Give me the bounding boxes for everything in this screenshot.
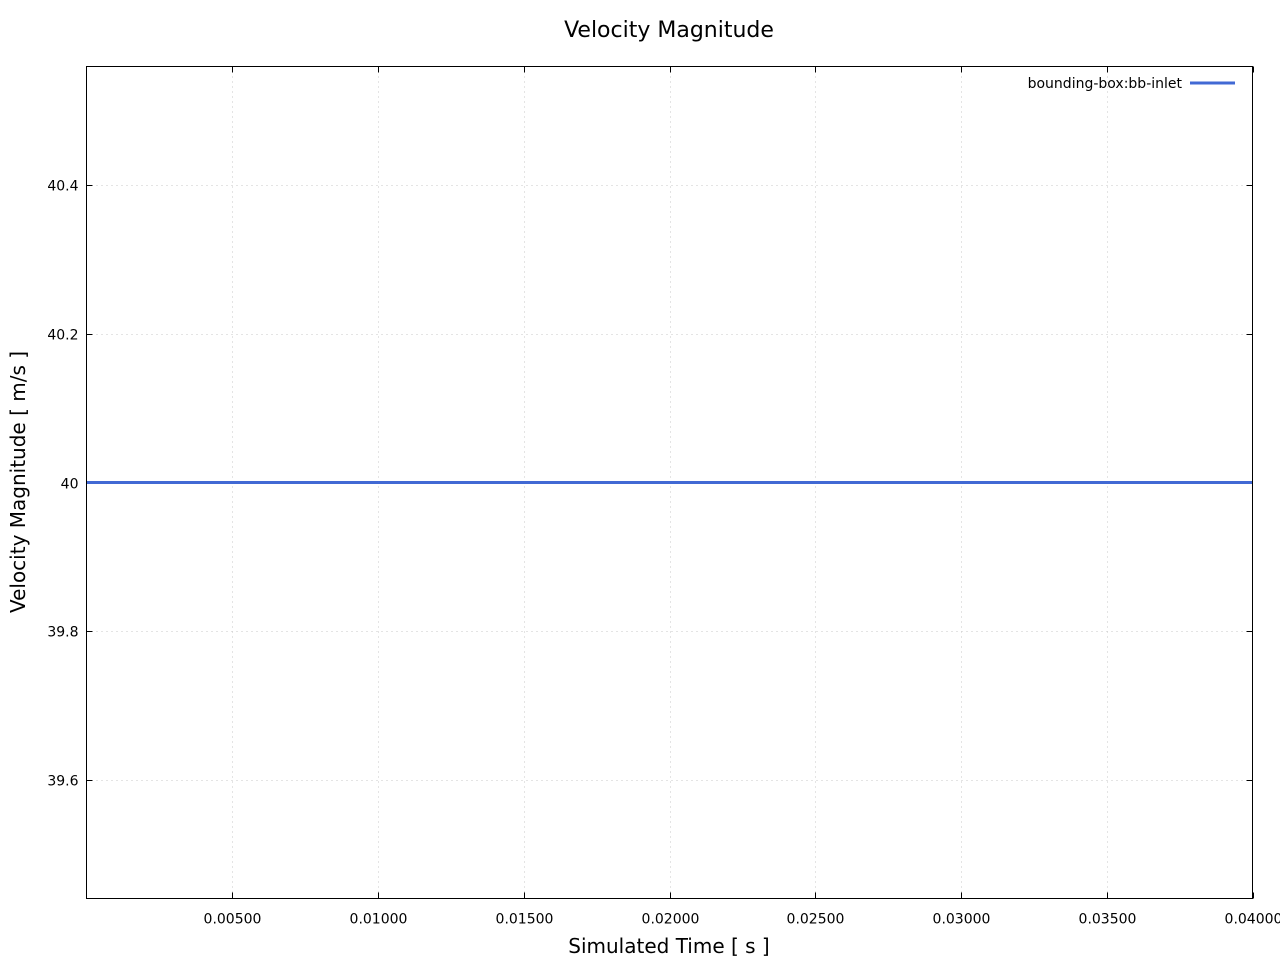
legend: bounding-box:bb-inlet <box>1028 76 1235 92</box>
x-tick-label: 0.01000 <box>350 912 408 928</box>
y-tick-label: 40.2 <box>47 328 78 344</box>
plot-frame <box>86 66 1253 899</box>
chart-title: Velocity Magnitude <box>564 18 774 43</box>
ticks-layer: 0.00500 0.01000 0.01500 0.02000 0.02500 0.030… <box>47 66 1280 928</box>
x-tick-label: 0.03000 <box>933 912 991 928</box>
y-tick-label: 40.4 <box>47 179 78 195</box>
legend-label: bounding-box:bb-inlet <box>1028 76 1183 92</box>
x-tick-label: 0.04000 <box>1225 912 1280 928</box>
x-tick-label: 0.02500 <box>787 912 845 928</box>
x-tick-label: 0.03500 <box>1079 912 1137 928</box>
x-tick-label: 0.00500 <box>204 912 262 928</box>
y-tick-label: 40 <box>61 477 79 493</box>
x-tick-label: 0.02000 <box>642 912 700 928</box>
y-tick-label: 39.6 <box>47 774 78 790</box>
y-tick-label: 39.8 <box>47 625 78 641</box>
y-axis-label: Velocity Magnitude [ m/s ] <box>6 351 30 613</box>
x-axis-label: Simulated Time [ s ] <box>568 934 769 958</box>
x-tick-label: 0.01500 <box>496 912 554 928</box>
